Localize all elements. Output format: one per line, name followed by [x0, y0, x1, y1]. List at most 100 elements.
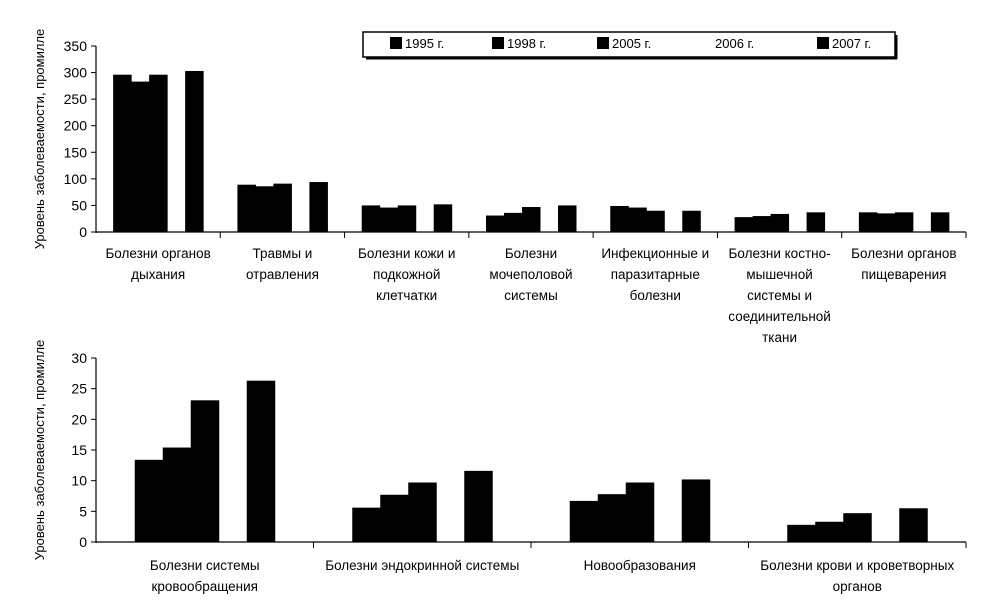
y-tick-label: 50 [71, 197, 87, 213]
category-label: Болезни системы [150, 558, 260, 573]
category-label: мышечной [746, 267, 812, 282]
legend: 1995 г. 1998 г. 2005 г. 2006 г. 2007 г. [362, 31, 898, 60]
bar-2005г [273, 183, 292, 232]
bar-1995г [361, 205, 381, 232]
y-tick-label: 250 [64, 91, 88, 107]
y-tick-label: 30 [71, 350, 87, 366]
y-tick-label: 200 [64, 118, 88, 134]
category-label: системы [504, 288, 558, 303]
y-tick-label: 100 [64, 171, 88, 187]
legend-box [362, 31, 896, 58]
bar-1998г [380, 494, 409, 542]
category-label: Болезни органов [105, 246, 210, 261]
bar-2007г [558, 205, 577, 232]
bar-1995г [113, 74, 132, 232]
bar-1995г [734, 217, 754, 232]
category-label: пищеварения [861, 267, 946, 282]
bar-1998г [876, 213, 896, 232]
bar-1995г [134, 459, 164, 542]
category-label: Болезни кожи и [358, 246, 455, 261]
bar-1998г [504, 212, 523, 232]
category-label: паразитарные [611, 267, 700, 282]
bar-1995г [858, 212, 878, 232]
category-label: Травмы и [253, 246, 313, 261]
bar-2005г [522, 207, 541, 232]
bar-1998г [597, 494, 627, 542]
bar-2007г [464, 470, 493, 542]
category-label: Инфекционные и [601, 246, 709, 261]
category-label: Болезни [505, 246, 557, 261]
bar-1995г [352, 507, 381, 542]
category-label: отравления [246, 267, 319, 282]
chart-1: Уровень заболеваемости, промилле 0 50 100 15… [32, 29, 967, 345]
category-label: Болезни костно- [729, 246, 831, 261]
category-label: кровообращения [152, 579, 258, 594]
category-label: мочеполовой [489, 267, 572, 282]
bar-1998г [379, 207, 399, 232]
bar-1995г [486, 215, 505, 232]
bar-2005г [646, 210, 665, 232]
y-tick-label: 5 [79, 503, 87, 519]
category-label: болезни [630, 288, 681, 303]
chart-2: Уровень заболеваемости, промилле 0 5 10 15 20… [32, 340, 967, 594]
bar-1998г [131, 81, 150, 232]
bar-1998г [815, 521, 844, 542]
y-tick-label: 15 [71, 442, 87, 458]
legend-label: 1995 г. [405, 36, 444, 51]
category-label: подкожной [373, 267, 440, 282]
bar-2005г [843, 513, 872, 542]
y-tick-label: 25 [71, 381, 87, 397]
bar-2005г [149, 74, 168, 232]
bar-2005г [408, 482, 437, 542]
bar-1995г [787, 524, 816, 542]
category-label: Болезни эндокринной системы [325, 558, 519, 573]
category-label: Болезни органов [851, 246, 956, 261]
legend-swatch [492, 37, 504, 49]
y-axis-label: Уровень заболеваемости, промилле [32, 29, 47, 250]
y-tick-label: 10 [71, 473, 87, 489]
y-tick-label: 20 [71, 411, 87, 427]
category-label: Болезни крови и кроветворных [760, 558, 954, 573]
bar-2005г [770, 213, 790, 232]
category-label: системы и [747, 288, 812, 303]
legend-label: 2005 г. [612, 36, 651, 51]
bar-2007г [682, 210, 701, 232]
category-label: ткани [762, 330, 797, 345]
bar-2007г [681, 479, 711, 542]
bar-1995г [237, 184, 256, 232]
y-tick-label: 150 [64, 144, 88, 160]
bar-2007г [433, 204, 453, 232]
bar-2007г [930, 212, 950, 232]
bar-2005г [190, 400, 220, 542]
bar-2007г [246, 380, 276, 542]
bar-1995г [569, 500, 599, 542]
category-label: дыхания [131, 267, 185, 282]
y-axis-label: Уровень заболеваемости, промилле [32, 340, 47, 561]
bar-1995г [610, 205, 629, 232]
bar-2005г [625, 482, 655, 542]
bar-2007г [806, 212, 826, 232]
y-tick-label: 350 [64, 38, 88, 54]
bar-2007г [899, 508, 928, 542]
bar-1998г [255, 186, 274, 232]
y-tick-label: 0 [79, 224, 87, 240]
category-label: Новообразования [584, 558, 696, 573]
bar-1998г [752, 216, 772, 232]
bar-2007г [185, 70, 204, 232]
legend-label: 2007 г. [832, 36, 871, 51]
y-tick-label: 300 [64, 65, 88, 81]
bar-1998г [628, 207, 647, 232]
legend-label: 1998 г. [507, 36, 546, 51]
category-label: соединительной [728, 309, 831, 324]
bar-1998г [162, 447, 192, 542]
bar-2005г [397, 205, 417, 232]
bar-2007г [309, 182, 328, 232]
y-tick-label: 0 [79, 534, 87, 550]
legend-swatch [390, 37, 402, 49]
category-label: клетчатки [376, 288, 437, 303]
legend-swatch [597, 37, 609, 49]
category-label: органов [833, 579, 882, 594]
bar-2005г [894, 212, 914, 232]
legend-label: 2006 г. [715, 36, 754, 51]
